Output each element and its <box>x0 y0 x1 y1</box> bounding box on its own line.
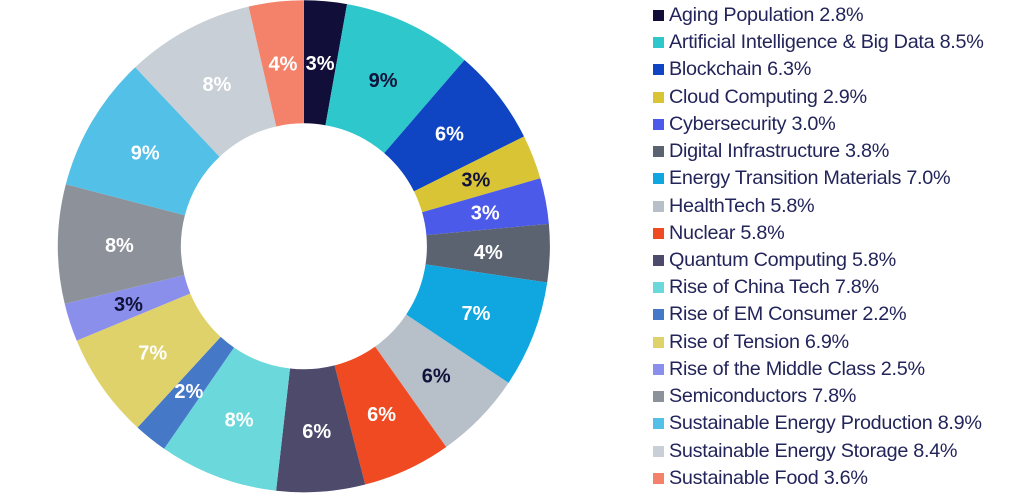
svg-text:7%: 7% <box>138 343 167 365</box>
svg-text:2%: 2% <box>174 381 203 403</box>
svg-text:9%: 9% <box>131 143 160 165</box>
svg-text:3%: 3% <box>306 53 335 75</box>
svg-text:8%: 8% <box>225 409 254 431</box>
svg-text:6%: 6% <box>435 123 464 145</box>
svg-text:8%: 8% <box>202 74 231 96</box>
svg-text:6%: 6% <box>422 365 451 387</box>
svg-text:3%: 3% <box>461 170 490 192</box>
svg-text:8%: 8% <box>105 235 134 257</box>
svg-text:4%: 4% <box>269 53 298 75</box>
svg-text:3%: 3% <box>114 294 143 316</box>
svg-text:6%: 6% <box>302 421 331 443</box>
svg-text:6%: 6% <box>367 404 396 426</box>
svg-text:9%: 9% <box>369 70 398 92</box>
svg-text:4%: 4% <box>474 242 503 264</box>
svg-text:7%: 7% <box>462 303 491 325</box>
svg-text:3%: 3% <box>471 203 500 225</box>
